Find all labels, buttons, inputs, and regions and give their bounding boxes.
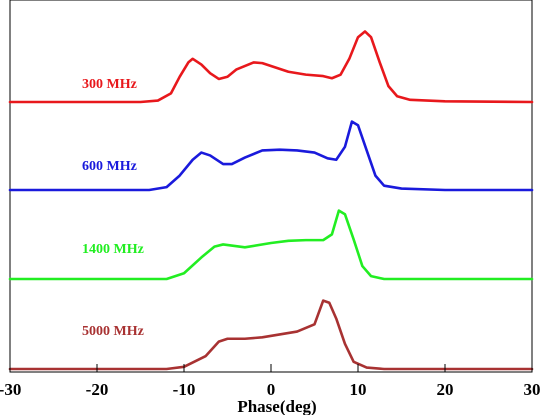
label-layer: 300 MHz 600 MHz 1400 MHz 5000 MHz — [82, 77, 144, 339]
x-tick-label-4: 10 — [350, 380, 367, 399]
x-tick-label-3: 0 — [267, 380, 276, 399]
plot-border — [9, 0, 533, 373]
x-tick-label-6: 30 — [524, 380, 541, 399]
series-label-2: 1400 MHz — [82, 242, 144, 257]
x-tick-label-0: -30 — [0, 380, 21, 399]
series-label-0: 300 MHz — [82, 77, 137, 92]
plot-frame — [9, 0, 533, 373]
series-line-3 — [8, 299, 534, 371]
x-tick-label-2: -10 — [173, 380, 196, 399]
series-layer — [8, 30, 534, 371]
x-tick-label-1: -20 — [86, 380, 109, 399]
series-label-3: 5000 MHz — [82, 324, 144, 339]
x-axis-label: Phase(deg) — [237, 397, 316, 415]
x-tick-label-5: 20 — [437, 380, 454, 399]
series-line-1 — [8, 120, 534, 192]
series-label-1: 600 MHz — [82, 159, 137, 174]
series-line-2 — [8, 209, 534, 281]
series-line-0 — [8, 30, 534, 104]
x-axis: -30 -20 -10 0 10 20 30 — [0, 364, 541, 399]
